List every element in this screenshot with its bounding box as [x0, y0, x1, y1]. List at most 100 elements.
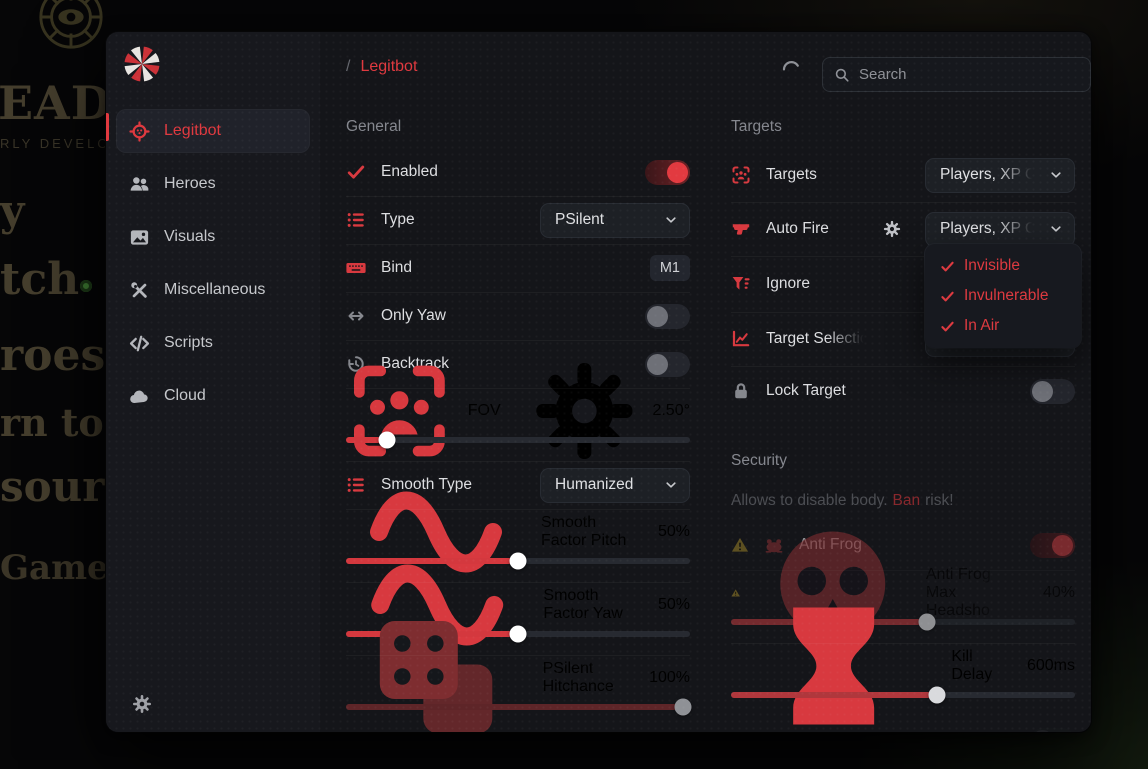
- faint-toggle[interactable]: [1030, 727, 1075, 732]
- auto-fire-dropdown-menu: Invisible Invulnerable In Air: [925, 244, 1081, 348]
- code-icon: [129, 333, 150, 354]
- search-input[interactable]: [859, 66, 1079, 83]
- chart-line-icon: [731, 329, 751, 349]
- backtrack-toggle[interactable]: [645, 351, 690, 377]
- row-label: Anti Frog Max Headsho: [925, 566, 991, 619]
- check-icon: [940, 319, 955, 334]
- kill-delay-row: Kill Delay 600ms: [731, 643, 1075, 716]
- sidebar-item-cloud[interactable]: Cloud: [116, 374, 310, 418]
- sidebar-item-legitbot[interactable]: Legitbot: [116, 109, 310, 153]
- hitchance-value: 100%: [649, 669, 690, 686]
- breadcrumb[interactable]: Legitbot: [360, 57, 418, 75]
- dropdown-option-invulnerable[interactable]: Invulnerable: [925, 281, 1081, 311]
- option-label: Invulnerable: [964, 287, 1049, 304]
- game-menu-fragment: tch: [0, 254, 80, 305]
- gun-icon: [731, 219, 751, 239]
- enabled-row: Enabled: [346, 148, 690, 196]
- general-section: General Enabled Type PSilent Bind: [346, 118, 692, 728]
- dropdown-option-invisible[interactable]: Invisible: [925, 251, 1081, 281]
- cheat-panel: Legitbot Heroes Visuals Miscellaneous Sc…: [106, 32, 1091, 732]
- sidebar-item-label: Legitbot: [164, 122, 221, 139]
- section-title: Security: [731, 452, 787, 469]
- option-label: Invisible: [964, 257, 1020, 274]
- sidebar-item-visuals[interactable]: Visuals: [116, 215, 310, 259]
- smooth-type-select[interactable]: Humanized: [540, 467, 690, 503]
- check-icon: [940, 289, 955, 304]
- filter-icon: [731, 274, 751, 294]
- sidebar-nav: Legitbot Heroes Visuals Miscellaneous Sc…: [106, 109, 320, 418]
- hitchance-row: PSilent Hitchance 100%: [346, 655, 692, 728]
- smooth-pitch-value: 50%: [657, 523, 690, 540]
- bind-row: Bind M1: [346, 244, 690, 292]
- faint-row: Allow Dormant Visibility: [731, 716, 1075, 732]
- security-warning: Allows to disable body. Ban risk!: [731, 482, 1075, 520]
- fov-row: FOV 2.50°: [346, 388, 690, 461]
- smooth-yaw-value: 50%: [657, 596, 690, 613]
- chevron-down-icon: [1049, 168, 1063, 182]
- select-value: Humanized: [555, 476, 634, 493]
- chevron-down-icon: [664, 478, 678, 492]
- users-icon: [129, 174, 150, 195]
- section-title: General: [346, 118, 402, 135]
- auto-fire-select[interactable]: Players, XP O: [925, 211, 1075, 247]
- targets-row: Targets Players, XP O: [731, 148, 1075, 202]
- auto-fire-gear-icon[interactable]: [883, 220, 901, 238]
- type-select[interactable]: PSilent: [540, 202, 690, 238]
- smooth-pitch-row: Smooth Factor Pitch 50%: [346, 509, 690, 582]
- targets-select[interactable]: Players, XP O: [925, 157, 1075, 193]
- ignore-row: Ignore: [731, 256, 1075, 312]
- settings-gear-icon[interactable]: [132, 694, 152, 714]
- hitchance-slider[interactable]: [346, 698, 692, 716]
- lock-target-toggle[interactable]: [1030, 378, 1075, 404]
- anti-frog-toggle[interactable]: [1030, 532, 1075, 558]
- check-icon: [940, 259, 955, 274]
- row-label: Kill Delay: [951, 648, 993, 683]
- cloud-icon: [129, 386, 150, 407]
- dropdown-option-in-air[interactable]: In Air: [925, 311, 1081, 341]
- anti-frog-max-value: 40%: [1042, 584, 1075, 601]
- row-label: Allow Dormant Visibility: [766, 731, 927, 732]
- sidebar-item-label: Visuals: [164, 228, 216, 245]
- option-label: In Air: [964, 317, 1000, 334]
- row-label: PSilent Hitchance: [542, 660, 614, 695]
- lock-target-row: Lock Target: [731, 366, 1075, 416]
- live-indicator-icon: [80, 280, 92, 292]
- row-label: Auto Fire: [766, 220, 829, 237]
- sidebar-item-miscellaneous[interactable]: Miscellaneous: [116, 268, 310, 312]
- row-label: Target Selectio: [766, 330, 869, 347]
- sidebar-item-label: Miscellaneous: [164, 281, 266, 298]
- fov-icon: [731, 165, 751, 185]
- warning-text: Allows to disable body.: [731, 492, 888, 509]
- bind-key-badge[interactable]: M1: [649, 255, 690, 281]
- fov-value: 2.50°: [652, 402, 690, 419]
- row-label: Ignore: [766, 275, 810, 292]
- row-label: FOV: [467, 402, 501, 419]
- undo-arc-icon[interactable]: [780, 56, 802, 78]
- smooth-type-row: Smooth Type Humanized: [346, 461, 690, 509]
- row-label: Targets: [766, 166, 817, 183]
- warning-text: risk!: [925, 492, 954, 509]
- umbrella-logo: [122, 44, 162, 84]
- keyboard-icon: [346, 258, 366, 278]
- chevron-down-icon: [1049, 222, 1063, 236]
- game-menu-fragment: y: [0, 186, 25, 235]
- search-box[interactable]: [822, 57, 1091, 92]
- only-yaw-toggle[interactable]: [645, 303, 690, 329]
- list-icon: [346, 210, 366, 230]
- smooth-pitch-slider[interactable]: [346, 552, 690, 570]
- sidebar-item-heroes[interactable]: Heroes: [116, 162, 310, 206]
- only-yaw-row: Only Yaw: [346, 292, 690, 340]
- kill-delay-slider[interactable]: [731, 686, 1075, 704]
- enabled-toggle[interactable]: [645, 159, 690, 185]
- fov-slider[interactable]: [346, 431, 690, 449]
- section-title: Targets: [731, 118, 782, 135]
- sidebar-item-scripts[interactable]: Scripts: [116, 321, 310, 365]
- hourglass-icon: [731, 591, 936, 732]
- sidebar-item-label: Cloud: [164, 387, 206, 404]
- select-value: Players, XP O: [940, 166, 1038, 183]
- search-icon: [834, 67, 850, 83]
- breadcrumb-root: /: [346, 57, 351, 75]
- select-value: Players, XP O: [940, 220, 1038, 237]
- select-value: PSilent: [555, 211, 605, 228]
- game-menu-fragment: Game: [0, 548, 109, 588]
